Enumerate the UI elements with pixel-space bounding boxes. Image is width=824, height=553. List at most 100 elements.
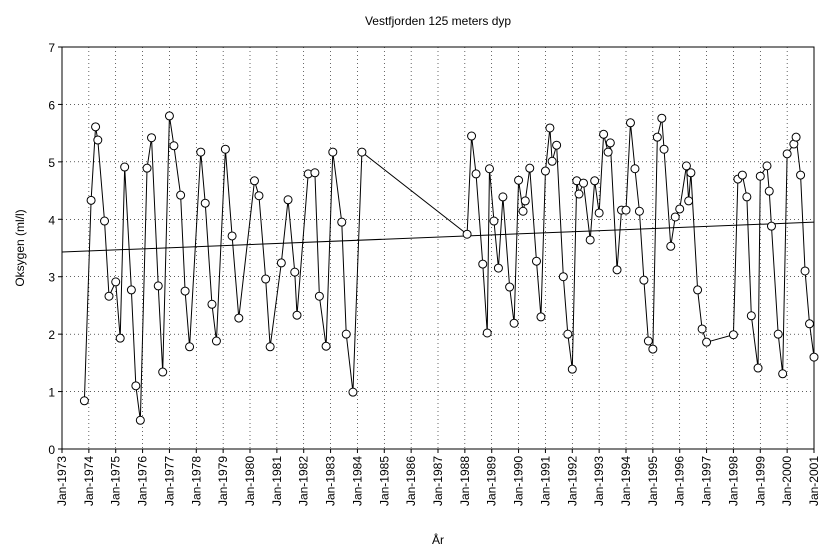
x-tick-label: Jan-1987 [431,456,445,506]
data-point [764,186,774,196]
x-tick-label: Jan-1994 [619,456,633,506]
data-point [328,147,338,157]
data-point [131,381,141,391]
x-tick-label: Jan-2001 [807,456,821,506]
data-point [176,190,186,200]
y-tick-label: 0 [48,443,55,457]
data-point [782,149,792,159]
data-point [211,336,221,346]
x-tick-label: Jan-1998 [726,456,740,506]
data-point [693,285,703,295]
data-point [158,367,168,377]
y-tick-label: 7 [48,41,55,55]
data-point [79,396,89,406]
data-point [755,171,765,181]
data-point [234,313,244,323]
x-tick-label: Jan-1988 [458,456,472,506]
data-point [120,162,130,172]
x-tick-label: Jan-1989 [485,456,499,506]
data-point [762,161,772,171]
data-line [83,115,815,421]
data-point [111,277,121,287]
data-point [498,192,508,202]
data-point [185,342,195,352]
data-point [666,241,676,251]
data-point [525,163,535,173]
data-point [147,133,157,143]
data-point [605,138,615,148]
y-tick-label: 1 [48,386,55,400]
data-point [578,178,588,188]
data-point [728,330,738,340]
data-point [773,329,783,339]
data-point [585,235,595,245]
data-point [531,256,541,266]
x-tick-label: Jan-1986 [404,456,418,506]
x-tick-label: Jan-2000 [780,456,794,506]
x-axis-label: År [432,532,444,547]
x-tick-label: Jan-1993 [592,456,606,506]
data-point [164,111,174,121]
x-tick-label: Jan-1974 [82,456,96,506]
x-tick-label: Jan-1992 [565,456,579,506]
data-point [292,310,302,320]
data-point [86,195,96,205]
data-point [552,140,562,150]
data-point [675,204,685,214]
x-tick-label: Jan-1982 [297,456,311,506]
x-tick-label: Jan-1997 [700,456,714,506]
data-point [283,195,293,205]
data-point [357,147,367,157]
data-point [104,291,114,301]
x-tick-label: Jan-1991 [538,456,552,506]
data-point [254,191,264,201]
data-point [505,282,515,292]
x-tick-label: Jan-1984 [350,456,364,506]
data-point [621,205,631,215]
data-point [482,328,492,338]
y-axis-label: Oksygen (ml/l) [13,209,27,286]
data-point [196,147,206,157]
data-point [612,265,622,275]
data-point [126,285,136,295]
data-point [135,415,145,425]
data-point [648,344,658,354]
data-point [321,341,331,351]
data-point [599,129,609,139]
x-tick-label: Jan-1980 [243,456,257,506]
y-tick-label: 5 [48,156,55,170]
data-point [670,212,680,222]
data-point [737,170,747,180]
data-point [639,275,649,285]
data-point [518,206,528,216]
y-tick-label: 4 [48,213,55,227]
data-point [276,258,286,268]
data-point [603,147,613,157]
x-tick-label: Jan-1973 [55,456,69,506]
data-point [702,337,712,347]
x-tick-label: Jan-1975 [109,456,123,506]
data-point [100,216,110,226]
data-point [261,274,271,284]
data-point [207,299,217,309]
data-point [153,281,163,291]
data-point [540,166,550,176]
data-point [684,196,694,206]
data-point [659,144,669,154]
data-point [800,266,810,276]
data-point [558,272,568,282]
data-point [590,176,600,186]
data-point [753,363,763,373]
data-point [778,369,788,379]
chart-title: Vestfjorden 125 meters dyp [365,14,511,28]
data-point [249,176,259,186]
data-point [484,164,494,174]
data-point [574,189,584,199]
data-point [652,132,662,142]
data-point [697,324,707,334]
x-tick-label: Jan-1979 [216,456,230,506]
data-point [493,263,503,273]
data-point [805,319,815,329]
data-point [643,336,653,346]
data-point [567,364,577,374]
